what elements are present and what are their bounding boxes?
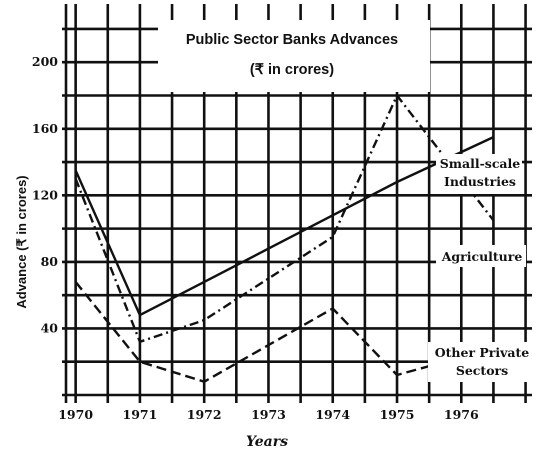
x-tick-label: 1974 bbox=[315, 407, 350, 422]
series-labels: Small-scale Industries Agriculture Other… bbox=[428, 154, 532, 382]
y-axis-title: Advance (₹ in crores) bbox=[14, 175, 29, 308]
series-label-agriculture: Agriculture bbox=[441, 249, 523, 264]
y-tick-labels: 40 80 120 160 200 bbox=[32, 54, 58, 335]
x-tick-label: 1973 bbox=[251, 407, 286, 422]
label-bg-other-private bbox=[428, 342, 532, 382]
series-label-small-scale-line2: Industries bbox=[444, 174, 516, 189]
x-tick-labels: 1970 1971 1972 1973 1974 1975 1976 bbox=[58, 407, 479, 422]
x-tick-label: 1975 bbox=[380, 407, 415, 422]
label-bg-agriculture bbox=[436, 245, 526, 267]
chart-title: Public Sector Banks Advances bbox=[186, 32, 398, 48]
x-tick-label: 1976 bbox=[444, 407, 479, 422]
series-label-other-private-line2: Sectors bbox=[456, 363, 508, 378]
chart-subtitle: (₹ in crores) bbox=[250, 62, 334, 78]
y-tick-label: 80 bbox=[41, 254, 59, 269]
label-bg-small-scale bbox=[436, 154, 522, 194]
series-label-other-private-line1: Other Private bbox=[435, 345, 530, 360]
series-line-agriculture bbox=[74, 94, 495, 343]
y-tick-label: 160 bbox=[32, 121, 58, 136]
series-label-small-scale-line1: Small-scale bbox=[440, 156, 521, 171]
series-line-small-scale-industries bbox=[74, 136, 494, 317]
series-line-other-private-sectors bbox=[74, 281, 494, 383]
x-tick-label: 1971 bbox=[123, 407, 158, 422]
title-box bbox=[158, 20, 430, 92]
y-tick-label: 120 bbox=[32, 187, 58, 202]
x-axis-title: Years bbox=[246, 434, 288, 450]
series-layer bbox=[74, 94, 495, 383]
y-tick-label: 200 bbox=[32, 54, 58, 69]
x-tick-label: 1972 bbox=[187, 407, 222, 422]
x-tick-label: 1970 bbox=[58, 407, 93, 422]
y-tick-label: 40 bbox=[41, 320, 59, 335]
